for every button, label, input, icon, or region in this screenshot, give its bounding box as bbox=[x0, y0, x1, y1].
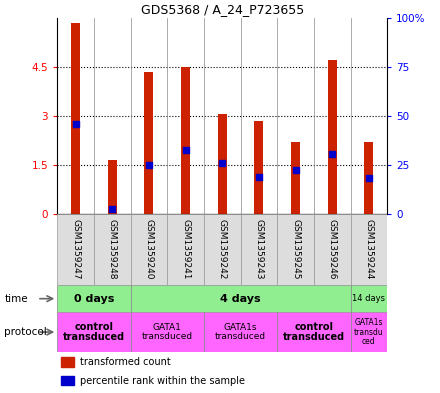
Bar bbox=[61, 376, 74, 385]
Bar bbox=[94, 214, 131, 285]
Text: GSM1359240: GSM1359240 bbox=[144, 219, 154, 280]
Point bbox=[292, 167, 299, 173]
Bar bbox=[241, 214, 277, 285]
Bar bbox=[351, 312, 387, 352]
Text: protocol: protocol bbox=[4, 327, 47, 337]
Bar bbox=[277, 214, 314, 285]
Text: GSM1359245: GSM1359245 bbox=[291, 219, 300, 280]
Text: GSM1359244: GSM1359244 bbox=[364, 219, 374, 280]
Text: 4 days: 4 days bbox=[220, 294, 261, 304]
Point bbox=[72, 121, 79, 127]
Point bbox=[365, 175, 372, 181]
Bar bbox=[328, 60, 337, 214]
Text: GSM1359246: GSM1359246 bbox=[328, 219, 337, 280]
Bar bbox=[218, 114, 227, 214]
Text: GATA1s
transduced: GATA1s transduced bbox=[215, 323, 266, 342]
Bar bbox=[351, 214, 387, 285]
Text: GATA1
transduced: GATA1 transduced bbox=[142, 323, 193, 342]
Text: GSM1359247: GSM1359247 bbox=[71, 219, 80, 280]
Text: GSM1359248: GSM1359248 bbox=[108, 219, 117, 280]
Point bbox=[219, 160, 226, 167]
Text: percentile rank within the sample: percentile rank within the sample bbox=[81, 376, 246, 386]
Bar bbox=[167, 214, 204, 285]
Bar bbox=[364, 142, 374, 214]
Text: control
transduced: control transduced bbox=[63, 322, 125, 342]
Point bbox=[182, 147, 189, 153]
Bar bbox=[204, 214, 241, 285]
Text: control
transduced: control transduced bbox=[283, 322, 345, 342]
Bar bbox=[108, 160, 117, 214]
Bar bbox=[254, 121, 264, 214]
Bar bbox=[57, 285, 131, 312]
Text: 0 days: 0 days bbox=[73, 294, 114, 304]
Bar bbox=[277, 312, 351, 352]
Bar bbox=[144, 72, 154, 214]
Bar bbox=[57, 214, 94, 285]
Text: GSM1359241: GSM1359241 bbox=[181, 219, 190, 280]
Point bbox=[255, 173, 262, 180]
Bar bbox=[131, 312, 204, 352]
Bar bbox=[351, 285, 387, 312]
Bar bbox=[131, 285, 351, 312]
Text: transformed count: transformed count bbox=[81, 357, 171, 367]
Text: GSM1359243: GSM1359243 bbox=[254, 219, 264, 280]
Title: GDS5368 / A_24_P723655: GDS5368 / A_24_P723655 bbox=[140, 4, 304, 17]
Bar bbox=[314, 214, 351, 285]
Bar bbox=[61, 357, 74, 367]
Text: GATA1s
transdu
ced: GATA1s transdu ced bbox=[354, 318, 384, 346]
Bar bbox=[57, 312, 131, 352]
Bar bbox=[204, 312, 277, 352]
Bar bbox=[181, 67, 190, 214]
Bar bbox=[291, 142, 300, 214]
Bar bbox=[71, 22, 80, 214]
Bar bbox=[131, 214, 167, 285]
Point bbox=[329, 151, 336, 157]
Point bbox=[109, 206, 116, 212]
Point bbox=[145, 162, 152, 168]
Text: GSM1359242: GSM1359242 bbox=[218, 219, 227, 280]
Text: time: time bbox=[4, 294, 28, 304]
Text: 14 days: 14 days bbox=[352, 294, 385, 303]
